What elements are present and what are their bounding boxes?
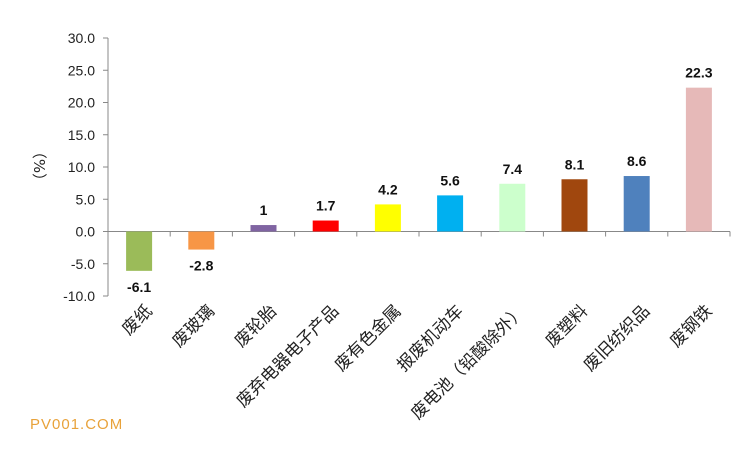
category-label: 废塑料 <box>542 301 592 351</box>
bar <box>188 231 215 250</box>
data-label: 1.7 <box>316 198 336 214</box>
data-label: 22.3 <box>685 65 712 81</box>
category-label: 废轮胎 <box>231 301 281 351</box>
bar <box>374 204 401 232</box>
bar <box>499 183 526 232</box>
data-label: -6.1 <box>127 279 151 295</box>
y-tick-label: 20.0 <box>68 95 95 111</box>
bar <box>126 231 153 271</box>
data-label: 7.4 <box>503 161 523 177</box>
y-tick-label: 15.0 <box>68 127 95 143</box>
bars: -6.1 -2.8 1 1.7 4.2 5.6 7.4 8.1 8.6 22.3 <box>126 65 713 295</box>
data-label: 1 <box>260 202 268 218</box>
category-label: 废玻璃 <box>169 301 219 351</box>
bar <box>312 220 339 232</box>
watermark: PV001.COM <box>30 416 124 433</box>
y-tick-label: 10.0 <box>68 159 95 175</box>
category-label: 废钢铁 <box>666 301 716 351</box>
category-label: 废纸 <box>118 301 156 339</box>
bar <box>685 87 712 232</box>
y-tick-label: 30.0 <box>68 30 95 46</box>
y-tick-label: -10.0 <box>63 288 95 304</box>
y-tick-label: 25.0 <box>68 62 95 78</box>
y-tick-label: 5.0 <box>76 191 96 207</box>
bar <box>623 176 650 232</box>
bar <box>437 195 464 232</box>
category-label: 废旧纺织品 <box>580 301 654 375</box>
y-axis: 30.0 25.0 20.0 15.0 10.0 5.0 0.0 -5.0 -10.0 <box>63 30 731 304</box>
data-label: -2.8 <box>189 258 213 274</box>
bar <box>561 179 588 232</box>
category-label: 废有色金属 <box>331 301 405 375</box>
data-label: 8.6 <box>627 153 647 169</box>
y-axis-label: （%） <box>30 144 48 188</box>
y-tick-label: -5.0 <box>71 256 95 272</box>
data-label: 4.2 <box>378 181 398 197</box>
y-tick-label: 0.0 <box>76 224 96 240</box>
data-label: 8.1 <box>565 156 585 172</box>
data-label: 5.6 <box>440 172 460 188</box>
category-label: 废电池（铅酸除外） <box>408 301 530 423</box>
bar <box>250 225 277 232</box>
